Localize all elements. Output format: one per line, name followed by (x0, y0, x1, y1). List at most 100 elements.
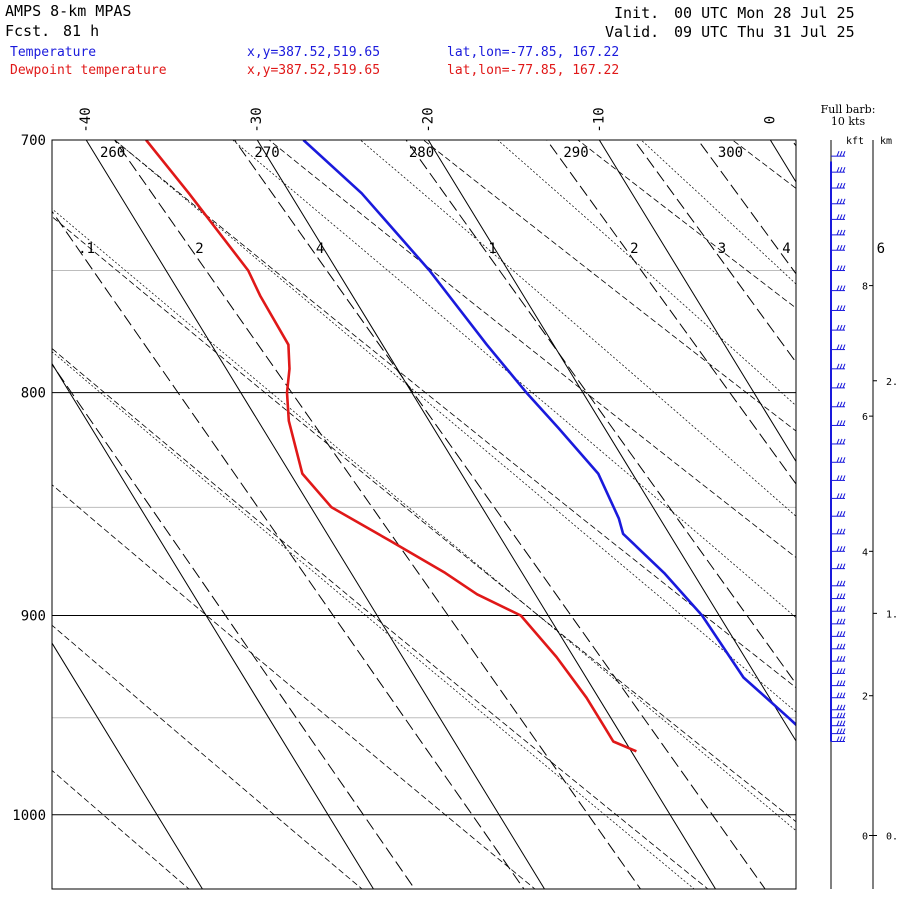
kft-tick-label: 2 (862, 692, 868, 703)
wind-barb-flag (839, 438, 843, 445)
mixing-ratio-line (52, 363, 416, 889)
dry-adiabat (577, 140, 796, 309)
kft-tick-label: 0 (862, 831, 868, 842)
wind-barb-flag (842, 580, 846, 586)
wind-barb-flag (836, 324, 840, 331)
mixing-ratio-line (633, 140, 796, 364)
km-tick-label: 0. (886, 831, 898, 842)
wind-barb-flag (836, 382, 840, 389)
wind-barb-flag (836, 736, 840, 742)
wind-barb-flag (839, 363, 843, 370)
mixing-ratio-line (52, 210, 525, 889)
wind-barb-flag (839, 457, 843, 463)
mixing-ratio-label: .1 (78, 241, 95, 257)
wind-barb-flag (836, 546, 840, 552)
wind-barb-flag (839, 166, 843, 173)
dry-adiabat (52, 624, 363, 889)
wind-barb-flag (839, 475, 843, 481)
wind-barb-flag (836, 285, 840, 291)
pressure-tick-label: 900 (21, 608, 46, 624)
wind-barb-flag (836, 668, 840, 674)
pressure-tick-label: 800 (21, 386, 46, 402)
mixing-ratio-label: 2 (630, 241, 638, 257)
wind-barb-flag (836, 214, 840, 220)
temperature-tick-label: -10 (591, 107, 607, 132)
wind-barb-flag (839, 606, 843, 612)
wind-barb-flag (839, 704, 843, 710)
isotherm-line (427, 140, 796, 742)
theta-label: 260 (100, 145, 125, 161)
wind-barb-flag (842, 631, 846, 637)
wind-barb-flag (839, 631, 843, 637)
theta-label: 270 (254, 145, 279, 161)
wind-barb-flag (839, 265, 843, 271)
isotherm-line (0, 140, 31, 889)
wind-barb-flag (842, 363, 846, 370)
wind-barb-flag (839, 420, 843, 426)
wind-barb-flag (836, 618, 840, 625)
wind-barb-flag (842, 736, 846, 742)
wind-barb-flag (842, 214, 846, 220)
legend-temperature-latlon: lat,lon=-77.85, 167.22 (447, 45, 620, 60)
mixing-ratio-line (546, 140, 796, 485)
pressure-tick-label: 1000 (12, 808, 46, 824)
isotherm-line (598, 140, 796, 463)
wind-barb-flag (836, 420, 840, 426)
wind-barb-flag (836, 363, 840, 370)
wind-barb-flag (839, 655, 843, 662)
mixing-ratio-line (113, 140, 642, 889)
temperature-profile (302, 140, 796, 727)
legend-dewpoint-label: Dewpoint temperature (10, 63, 167, 78)
wind-barb-flag (842, 198, 846, 204)
mixing-ratio-label: 4 (782, 241, 790, 257)
wind-barb-flag (839, 580, 843, 586)
wind-barb-flag (836, 655, 840, 662)
wind-barb-flag (842, 382, 846, 389)
wind-barb-flag (842, 720, 846, 726)
wind-barb-flag (839, 305, 843, 311)
wind-barb-flag (842, 680, 846, 686)
wind-barb-flag (842, 618, 846, 625)
wind-barb-flag (839, 692, 843, 698)
wind-barb-flag (839, 563, 843, 569)
mixing-ratio-label: 4 (316, 241, 324, 257)
kft-tick-label: 8 (862, 282, 868, 293)
model-title: AMPS 8-km MPAS (5, 2, 132, 20)
init-label: Init. (614, 4, 660, 22)
wind-barb-flag (842, 229, 846, 236)
wind-barb-flag (836, 593, 840, 599)
wind-barb-flag (836, 680, 840, 686)
wind-barb-flag (842, 245, 846, 251)
wind-barb-flag (842, 692, 846, 698)
wind-barb-flag (842, 305, 846, 311)
wind-barb-flag (836, 728, 840, 734)
barb-note-line2: 10 kts (831, 115, 866, 128)
isotherm-line (52, 642, 203, 889)
wind-barb-flag (839, 511, 843, 517)
wind-barb-flag (839, 680, 843, 686)
wind-barb-flag (836, 198, 840, 204)
wind-barb-flag (836, 528, 840, 535)
dry-adiabat (52, 484, 536, 889)
wind-barb-flag (842, 182, 846, 189)
wind-barb-flag (842, 593, 846, 599)
wind-barb-flag (839, 712, 843, 718)
isotherm-line (52, 362, 374, 889)
wind-barb-flag (842, 511, 846, 517)
plot-frame (51, 139, 797, 890)
pressure-tick-label: 700 (21, 133, 46, 149)
wind-barb-flag (842, 457, 846, 463)
wind-barb-flag (839, 493, 843, 499)
wind-barb-flag (836, 245, 840, 251)
moist-adiabat (640, 140, 796, 285)
wind-barb-flag (839, 618, 843, 625)
wind-barb-flag (842, 704, 846, 710)
km-tick-label: 1. (886, 609, 898, 620)
wind-barb-flag (842, 344, 846, 350)
wind-barb-flag (836, 150, 840, 157)
